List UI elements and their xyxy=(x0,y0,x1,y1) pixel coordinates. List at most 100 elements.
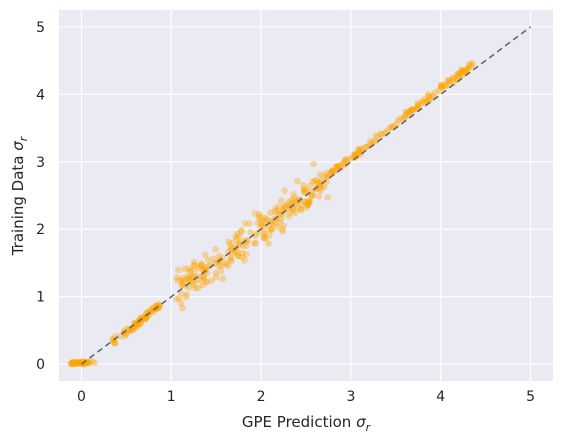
data-point xyxy=(72,359,80,367)
data-point xyxy=(468,60,476,67)
data-point xyxy=(339,160,347,167)
data-point xyxy=(459,67,467,75)
data-point xyxy=(363,143,370,151)
data-point xyxy=(409,106,416,113)
y-tick-label: 1 xyxy=(36,290,45,306)
data-point xyxy=(91,359,98,367)
data-point xyxy=(403,109,410,117)
data-point xyxy=(227,256,234,263)
data-point xyxy=(182,293,190,301)
y-axis-label: Training Data σr xyxy=(9,135,30,256)
data-point xyxy=(225,238,232,246)
data-point xyxy=(445,77,453,84)
data-point xyxy=(200,263,208,271)
data-point xyxy=(312,176,320,184)
identity-reference-line xyxy=(80,26,532,365)
data-point xyxy=(429,92,437,100)
data-point xyxy=(276,210,284,218)
data-point xyxy=(425,94,433,101)
data-point xyxy=(454,71,462,78)
data-point xyxy=(180,277,187,285)
data-point xyxy=(327,168,335,176)
data-point xyxy=(228,257,235,265)
data-point xyxy=(305,199,312,206)
data-point xyxy=(271,219,279,226)
data-point xyxy=(73,359,80,367)
data-point xyxy=(70,360,78,367)
data-point xyxy=(185,265,192,273)
data-point xyxy=(243,237,250,244)
data-point xyxy=(351,151,359,158)
data-point xyxy=(297,206,305,214)
data-point xyxy=(438,81,446,89)
data-point xyxy=(197,262,204,269)
data-point xyxy=(366,138,374,145)
data-point xyxy=(203,278,211,286)
data-point xyxy=(183,291,191,298)
data-point xyxy=(341,158,348,166)
data-point xyxy=(300,186,308,193)
data-point xyxy=(74,358,81,366)
data-point xyxy=(194,284,202,292)
data-point xyxy=(301,188,309,195)
data-point xyxy=(311,178,319,185)
data-point xyxy=(308,193,316,200)
data-point xyxy=(332,163,340,171)
data-point xyxy=(179,304,186,312)
data-point xyxy=(396,115,404,123)
data-point xyxy=(241,220,249,227)
data-point xyxy=(252,239,259,247)
data-point xyxy=(234,249,242,257)
data-point xyxy=(272,204,280,212)
data-point xyxy=(437,84,445,92)
data-point xyxy=(75,358,82,366)
y-tick-label: 5 xyxy=(36,20,45,36)
data-point xyxy=(134,322,141,329)
data-point xyxy=(468,60,476,68)
data-point xyxy=(385,125,393,132)
data-point xyxy=(223,260,230,267)
data-point xyxy=(355,148,363,156)
data-point xyxy=(404,109,411,116)
data-point xyxy=(429,93,437,100)
data-point xyxy=(221,260,229,268)
data-point xyxy=(134,323,141,330)
data-point xyxy=(177,276,185,284)
data-point xyxy=(134,320,141,328)
data-point xyxy=(374,133,382,141)
data-point xyxy=(288,196,296,204)
data-point xyxy=(184,275,192,283)
y-tick-label: 2 xyxy=(36,222,45,238)
data-point xyxy=(418,97,426,105)
data-point xyxy=(281,187,288,194)
data-point xyxy=(273,223,281,231)
data-point xyxy=(290,190,297,198)
data-point xyxy=(233,231,241,238)
data-point xyxy=(275,203,283,210)
data-point xyxy=(263,215,270,222)
data-point xyxy=(444,77,451,84)
x-tick-label: 2 xyxy=(257,389,266,405)
data-point xyxy=(407,108,414,115)
data-point xyxy=(212,273,220,281)
data-point xyxy=(68,359,76,367)
data-point xyxy=(196,264,203,271)
y-tick-label: 4 xyxy=(36,87,45,103)
data-point xyxy=(68,359,75,367)
data-point xyxy=(190,258,198,266)
data-point xyxy=(280,222,288,229)
data-point xyxy=(179,281,186,289)
data-point xyxy=(337,164,345,171)
data-point xyxy=(323,169,330,177)
data-point xyxy=(346,155,354,162)
data-point xyxy=(304,198,312,205)
data-point xyxy=(454,70,461,78)
data-point xyxy=(304,202,312,209)
data-point xyxy=(187,267,194,275)
data-point xyxy=(425,92,432,99)
data-point xyxy=(227,254,235,262)
data-point xyxy=(424,91,432,98)
data-point xyxy=(281,203,289,210)
data-point xyxy=(335,163,342,170)
data-point xyxy=(310,160,317,168)
